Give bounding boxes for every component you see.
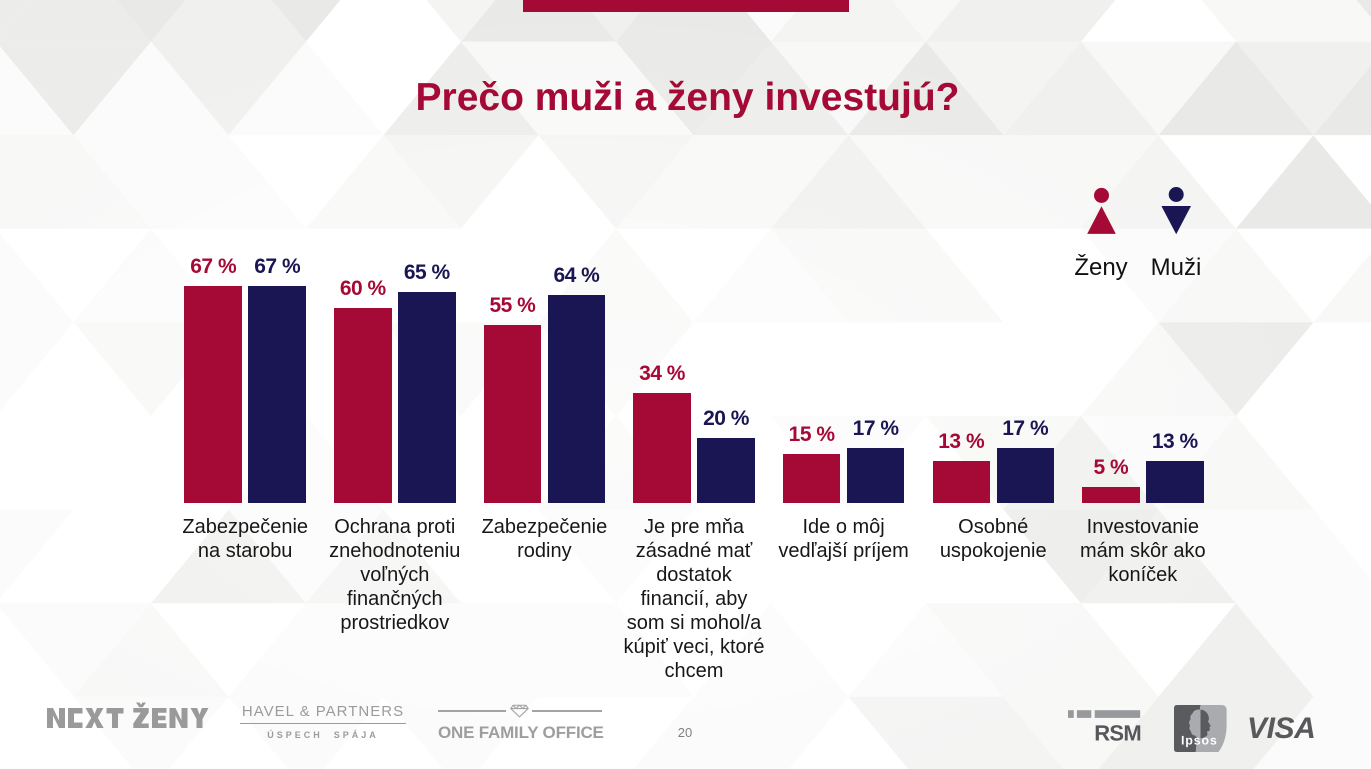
svg-text:RSM: RSM	[1094, 721, 1141, 742]
